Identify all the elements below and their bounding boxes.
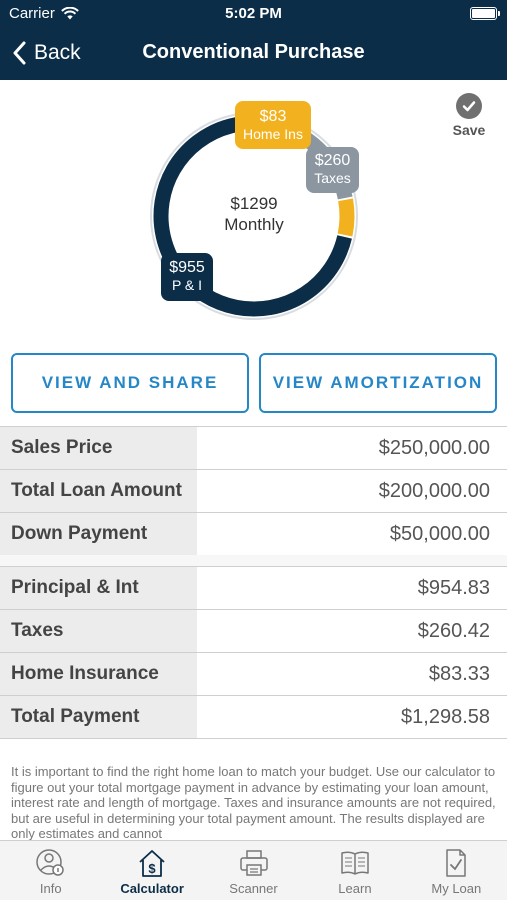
table-row-sales-price: Sales Price $250,000.00 <box>0 427 507 470</box>
row-value: $50,000.00 <box>389 522 490 545</box>
row-value: $260.42 <box>417 619 490 642</box>
tab-label: Calculator <box>120 881 184 896</box>
tab-calculator[interactable]: $ Calculator <box>101 841 202 900</box>
save-label: Save <box>452 122 486 138</box>
monthly-total-amount: $1299 <box>230 194 278 213</box>
page-title: Conventional Purchase <box>142 41 365 63</box>
section-divider <box>0 555 507 566</box>
row-label: Sales Price <box>0 427 197 469</box>
donut-slice-home <box>337 198 355 237</box>
row-value: $200,000.00 <box>378 479 490 502</box>
table-row-total-payment: Total Payment $1,298.58 <box>0 696 507 739</box>
info-person-icon <box>35 849 64 876</box>
row-label: Taxes <box>0 610 197 652</box>
chart-center-label: $1299 Monthly <box>174 193 334 235</box>
table-row-taxes: Taxes $260.42 <box>0 610 507 653</box>
back-button[interactable]: Back <box>12 38 81 68</box>
book-icon <box>341 851 369 875</box>
principal-interest-bubble-label: P & I <box>171 277 203 293</box>
taxes-bubble: $260 Taxes <box>306 147 359 193</box>
status-time: 5:02 PM <box>225 5 282 22</box>
row-value: $83.33 <box>428 662 490 685</box>
principal-interest-bubble-amount: $955 <box>169 259 205 276</box>
calculator-house-icon: $ <box>139 850 165 877</box>
tab-scanner[interactable]: Scanner <box>203 841 304 900</box>
row-value: $954.83 <box>417 576 490 599</box>
table-row-down-payment: Down Payment $50,000.00 <box>0 513 507 556</box>
taxes-bubble-amount: $260 <box>314 152 351 169</box>
principal-interest-bubble: $955 P & I <box>161 253 213 301</box>
tab-label: Scanner <box>229 881 278 896</box>
nav-bar: Back Conventional Purchase <box>0 28 507 80</box>
status-bar: Carrier 5:02 PM <box>0 0 507 28</box>
table-row-home-insurance: Home Insurance $83.33 <box>0 653 507 696</box>
table-row-principal-interest: Principal & Int $954.83 <box>0 567 507 610</box>
svg-text:$: $ <box>148 861 156 876</box>
view-amortization-button[interactable]: VIEW AMORTIZATION <box>259 353 497 413</box>
tab-info[interactable]: Info <box>0 841 101 900</box>
disclaimer-text: It is important to find the right home l… <box>11 764 496 840</box>
tab-learn[interactable]: Learn <box>304 841 405 900</box>
carrier-label: Carrier <box>9 5 55 22</box>
row-label: Principal & Int <box>0 567 197 609</box>
payment-chart-area: $1299 Monthly $83 Home Ins $260 Taxes $9… <box>0 80 507 342</box>
app-header: Carrier 5:02 PM Back Conventional Purcha… <box>0 0 507 80</box>
save-button[interactable]: Save <box>447 93 491 138</box>
monthly-label: Monthly <box>224 215 284 234</box>
row-label: Home Insurance <box>0 653 197 695</box>
view-and-share-button[interactable]: VIEW AND SHARE <box>11 353 249 413</box>
row-label: Total Loan Amount <box>0 470 197 512</box>
home-insurance-bubble: $83 Home Ins <box>235 101 311 149</box>
home-insurance-bubble-amount: $83 <box>259 108 287 125</box>
row-label: Total Payment <box>0 696 197 738</box>
carrier-info: Carrier <box>9 5 79 22</box>
document-check-icon <box>446 849 467 877</box>
wifi-icon <box>61 7 79 20</box>
back-label: Back <box>34 41 81 64</box>
tab-bar: Info $ Calculator Scanner Learn My Loan <box>0 840 507 900</box>
row-label: Down Payment <box>0 513 197 555</box>
row-value: $1,298.58 <box>401 705 490 728</box>
loan-summary-table: Sales Price $250,000.00 Total Loan Amoun… <box>0 426 507 556</box>
battery-icon <box>470 7 500 20</box>
printer-icon <box>239 850 268 876</box>
payment-breakdown-table: Principal & Int $954.83 Taxes $260.42 Ho… <box>0 566 507 739</box>
table-row-total-loan-amount: Total Loan Amount $200,000.00 <box>0 470 507 513</box>
checkmark-icon <box>456 93 482 119</box>
row-value: $250,000.00 <box>378 436 490 459</box>
tab-my-loan[interactable]: My Loan <box>406 841 507 900</box>
home-insurance-bubble-label: Home Ins <box>243 126 303 142</box>
tab-label: Info <box>39 881 62 896</box>
tab-label: My Loan <box>431 881 482 896</box>
tab-label: Learn <box>338 881 372 896</box>
taxes-bubble-label: Taxes <box>314 170 351 186</box>
chevron-left-icon <box>13 41 26 65</box>
